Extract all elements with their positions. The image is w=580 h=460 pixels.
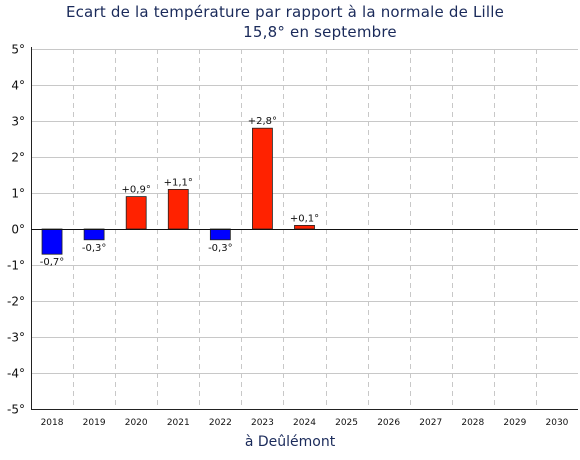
y-tick-label: -4° [7,367,25,381]
bar-2023 [252,127,273,230]
data-label-2019: -0,3° [82,243,107,254]
y-tick-label: -1° [7,259,25,273]
x-tick-label: 2022 [209,418,232,428]
bar-2024 [294,224,315,230]
bar-2019 [83,228,105,241]
y-tick-label: 3° [11,115,25,129]
bar-2021 [167,188,189,230]
x-tick-label: 2021 [167,418,190,428]
x-tick-label: 2025 [335,418,358,428]
x-axis-label: à Deûlémont [244,434,336,450]
bar-2018 [41,228,63,255]
y-tick-label: 4° [11,79,25,93]
data-label-2018: -0,7° [40,257,65,268]
y-tick-label: 1° [11,187,25,201]
chart-title: Ecart de la température par rapport à la… [65,3,505,21]
y-tick-label: 5° [11,43,25,57]
x-tick-label: 2027 [419,418,442,428]
data-label-2024: +0,1° [290,213,319,224]
x-tick-label: 2028 [461,418,484,428]
x-tick-label: 2018 [41,418,64,428]
data-label-2020: +0,9° [122,185,151,196]
y-tick-label: 0° [11,223,25,237]
data-label-2022: -0,3° [208,243,233,254]
y-tick-label: -5° [7,403,25,417]
y-tick-label: -3° [7,331,25,345]
x-tick-label: 2023 [251,418,274,428]
x-tick-label: 2030 [546,418,569,428]
chart-subtitle: 15,8° en septembre [243,23,397,41]
data-label-2023: +2,8° [248,116,277,127]
x-tick-label: 2026 [377,418,400,428]
y-tick-label: -2° [7,295,25,309]
bar-2022 [209,228,231,241]
y-tick-label: 2° [11,151,25,165]
data-label-2021: +1,1° [164,177,193,188]
x-tick-label: 2020 [125,418,148,428]
x-tick-label: 2029 [503,418,526,428]
bar-2020 [125,196,147,230]
x-tick-label: 2024 [293,418,316,428]
x-tick-label: 2019 [83,418,106,428]
